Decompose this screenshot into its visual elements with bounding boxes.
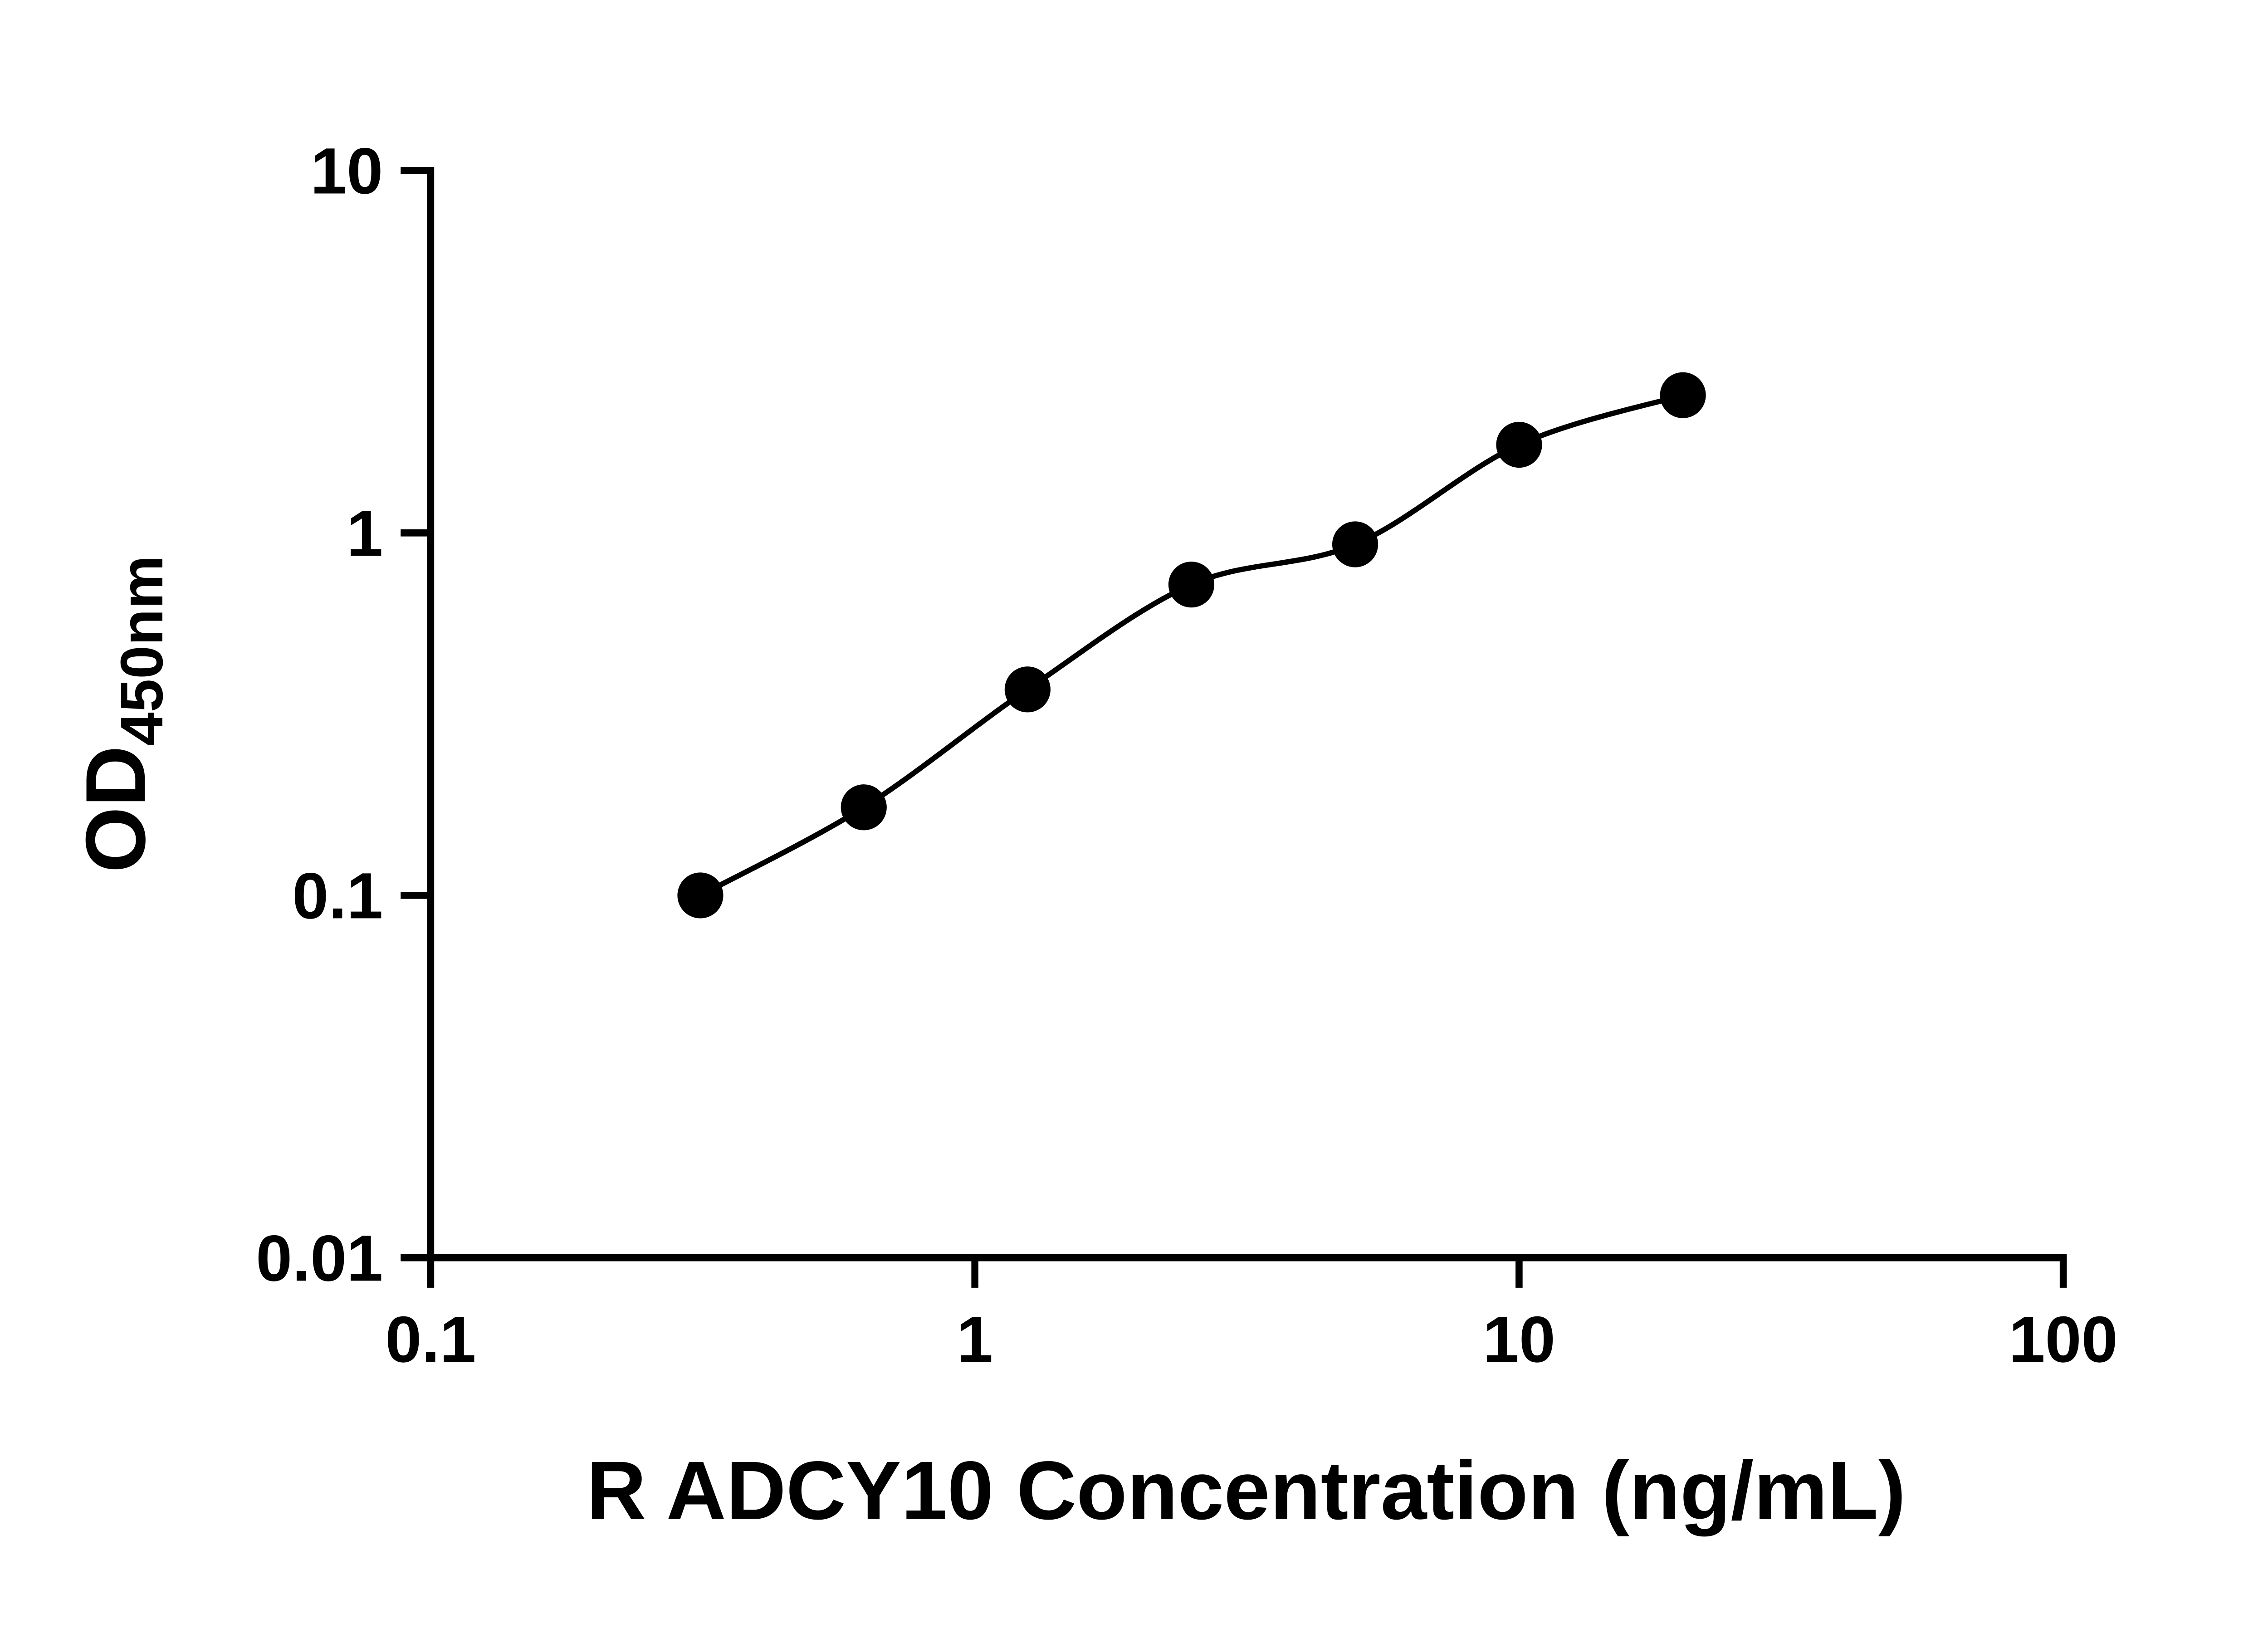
data-point: [1332, 521, 1378, 567]
x-axis-tick-label: 100: [2009, 1303, 2118, 1376]
y-axis-tick-label: 0.1: [292, 859, 383, 932]
x-axis-tick-label: 1: [957, 1303, 993, 1376]
y-axis-tick-label: 10: [310, 134, 383, 207]
y-axis-tick-label: 1: [347, 497, 383, 570]
y-axis-title-main: OD: [68, 746, 163, 873]
x-axis-tick-label: 10: [1483, 1303, 1555, 1376]
data-point: [677, 872, 723, 919]
data-point: [1660, 372, 1706, 418]
data-point: [1004, 666, 1051, 713]
x-axis-tick-label: 0.1: [385, 1303, 476, 1376]
data-point: [841, 784, 887, 831]
y-axis-tick-label: 0.01: [256, 1222, 383, 1295]
data-point: [1168, 562, 1215, 608]
y-axis-title: OD450nm: [68, 556, 176, 873]
axes-lines: [427, 167, 2067, 1261]
data-point: [1496, 421, 1542, 468]
y-axis-title-subscript: 450nm: [108, 556, 176, 746]
x-axis-title: R ADCY10 Concentration (ng/mL): [587, 1444, 1906, 1537]
